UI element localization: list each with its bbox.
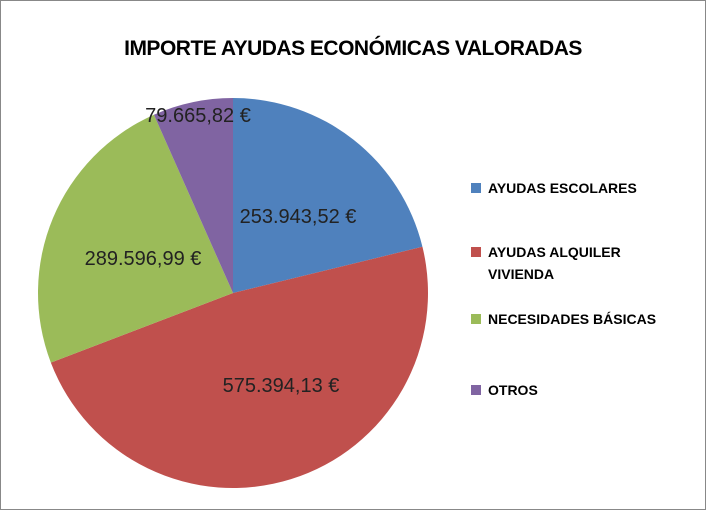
pie-slice xyxy=(38,114,233,363)
legend-label: AYUDAS ESCOLARES xyxy=(488,180,637,196)
legend-swatch xyxy=(471,247,481,257)
legend-swatch xyxy=(471,183,481,193)
legend-label: AYUDAS ALQUILER VIVIENDA xyxy=(488,244,621,282)
pie-slice xyxy=(50,246,428,488)
legend-item: AYUDAS ESCOLARES xyxy=(471,177,701,199)
pie-slice xyxy=(233,98,423,293)
legend-item: OTROS xyxy=(471,379,701,401)
legend-label: OTROS xyxy=(488,382,538,398)
data-label: 79.665,82 € xyxy=(145,105,251,127)
pie-slice xyxy=(153,98,233,293)
chart-title: IMPORTE AYUDAS ECONÓMICAS VALORADAS xyxy=(124,37,582,60)
data-label: 289.596,99 € xyxy=(84,248,202,270)
legend-item: AYUDAS ALQUILER VIVIENDA xyxy=(471,241,701,285)
legend-label: NECESIDADES BÁSICAS xyxy=(488,311,657,327)
legend-swatch xyxy=(471,385,481,395)
data-label: 575.394,13 € xyxy=(222,375,340,397)
data-label: 253.943,52 € xyxy=(239,206,357,228)
legend-item: NECESIDADES BÁSICAS xyxy=(471,308,701,330)
legend-swatch xyxy=(471,314,481,324)
